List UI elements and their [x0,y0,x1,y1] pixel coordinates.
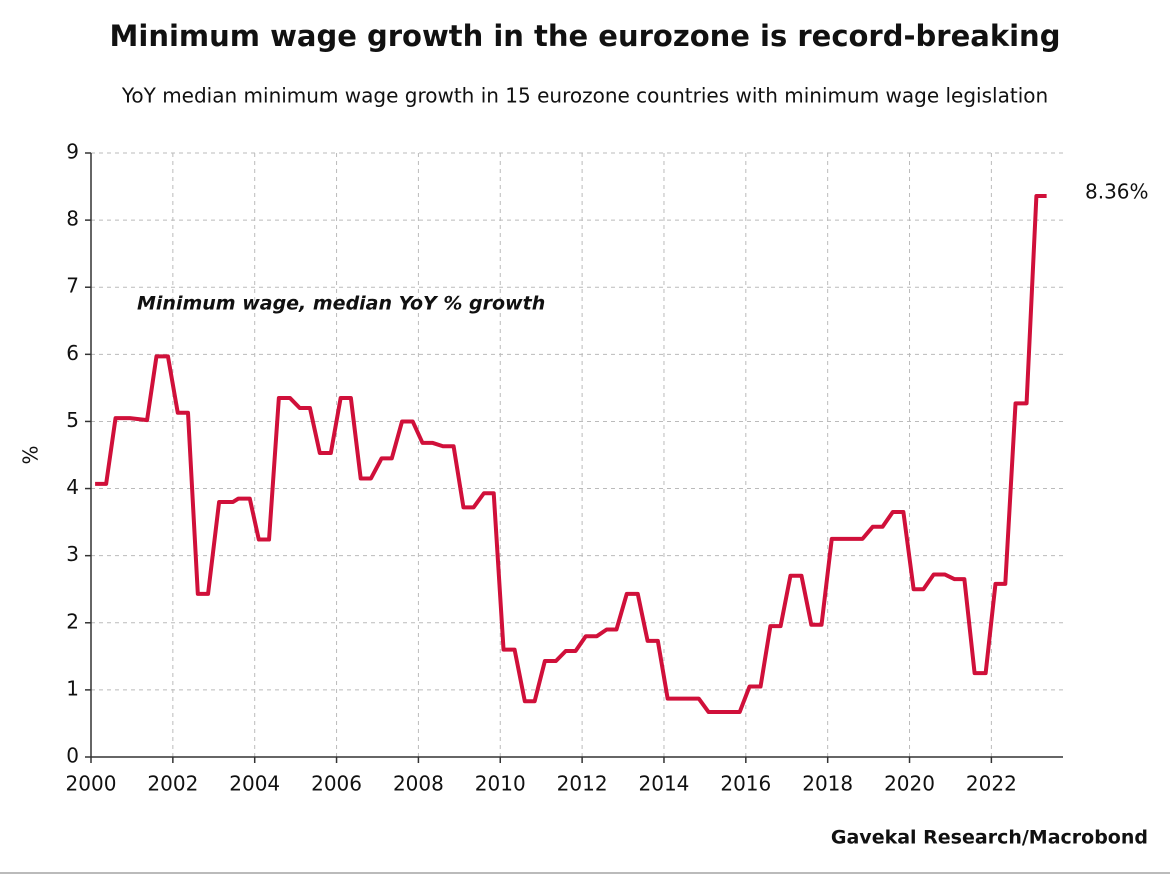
y-tick-label: 9 [66,140,79,164]
x-tick-label: 2006 [311,772,362,796]
y-tick-label: 1 [66,676,79,700]
y-tick-label: 7 [66,274,79,298]
y-tick-label: 0 [66,744,79,768]
y-tick-label: 3 [66,542,79,566]
x-tick-label: 2002 [147,772,198,796]
annotation: 8.36% [1085,179,1149,203]
series-line [95,193,1047,715]
y-tick-label: 4 [66,475,79,499]
x-tick-label: 2020 [884,772,935,796]
x-tick-label: 2018 [802,772,853,796]
source: Gavekal Research/Macrobond [831,827,1148,849]
series-label: Minimum wage, median YoY % growth [137,293,545,315]
x-tick-label: 2016 [720,772,771,796]
y-tick-label: 2 [66,609,79,633]
y-tick-label: 8 [66,207,79,231]
chart-subtitle: YoY median minimum wage growth in 15 eur… [121,84,1048,108]
x-tick-label: 2010 [475,772,526,796]
y-tick-label: 6 [66,341,79,365]
x-tick-label: 2014 [639,772,690,796]
x-tick-label: 2000 [66,772,117,796]
x-tick-label: 2004 [229,772,280,796]
x-tick-label: 2012 [557,772,608,796]
x-tick-label: 2022 [966,772,1017,796]
y-axis-label: % [19,445,43,464]
y-tick-label: 5 [66,408,79,432]
chart-title: Minimum wage growth in the eurozone is r… [110,19,1061,53]
x-tick-label: 2008 [393,772,444,796]
